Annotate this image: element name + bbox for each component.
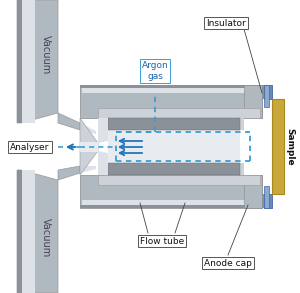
Polygon shape xyxy=(80,118,98,175)
Bar xyxy=(98,175,260,185)
Bar xyxy=(81,142,96,152)
Polygon shape xyxy=(80,166,96,173)
Bar xyxy=(21,0,35,123)
Bar xyxy=(272,99,284,194)
Text: Vacuum: Vacuum xyxy=(41,35,51,75)
Bar xyxy=(262,85,265,99)
Bar xyxy=(108,130,240,163)
Bar xyxy=(264,186,269,208)
Polygon shape xyxy=(80,85,262,118)
Bar xyxy=(80,85,262,88)
Bar xyxy=(82,200,260,208)
Text: Anode cap: Anode cap xyxy=(204,258,252,268)
Text: Analyser: Analyser xyxy=(10,142,50,151)
Bar xyxy=(264,85,269,107)
Polygon shape xyxy=(58,113,80,130)
Text: Argon
gas: Argon gas xyxy=(142,61,168,81)
Text: Vacuum: Vacuum xyxy=(41,218,51,258)
Polygon shape xyxy=(98,151,108,175)
Polygon shape xyxy=(17,0,58,123)
Bar xyxy=(80,142,98,152)
Text: Sample: Sample xyxy=(286,128,295,166)
Bar xyxy=(244,85,262,118)
Bar xyxy=(234,163,244,175)
Bar xyxy=(17,0,22,123)
Bar xyxy=(262,194,265,208)
Polygon shape xyxy=(80,123,96,134)
Bar xyxy=(234,118,244,130)
Bar xyxy=(80,205,262,208)
Polygon shape xyxy=(17,170,58,293)
Bar xyxy=(108,118,240,130)
Text: Flow tube: Flow tube xyxy=(140,236,184,246)
Polygon shape xyxy=(80,175,262,208)
Bar xyxy=(264,194,272,208)
Bar xyxy=(108,163,240,175)
Polygon shape xyxy=(58,166,80,180)
Bar xyxy=(21,170,35,293)
Polygon shape xyxy=(98,118,108,143)
Bar xyxy=(17,0,22,73)
Bar xyxy=(17,170,22,293)
Text: Insulator: Insulator xyxy=(206,18,246,28)
Bar xyxy=(82,85,260,93)
Bar xyxy=(244,175,262,208)
Bar xyxy=(98,108,260,118)
Bar xyxy=(264,85,272,99)
